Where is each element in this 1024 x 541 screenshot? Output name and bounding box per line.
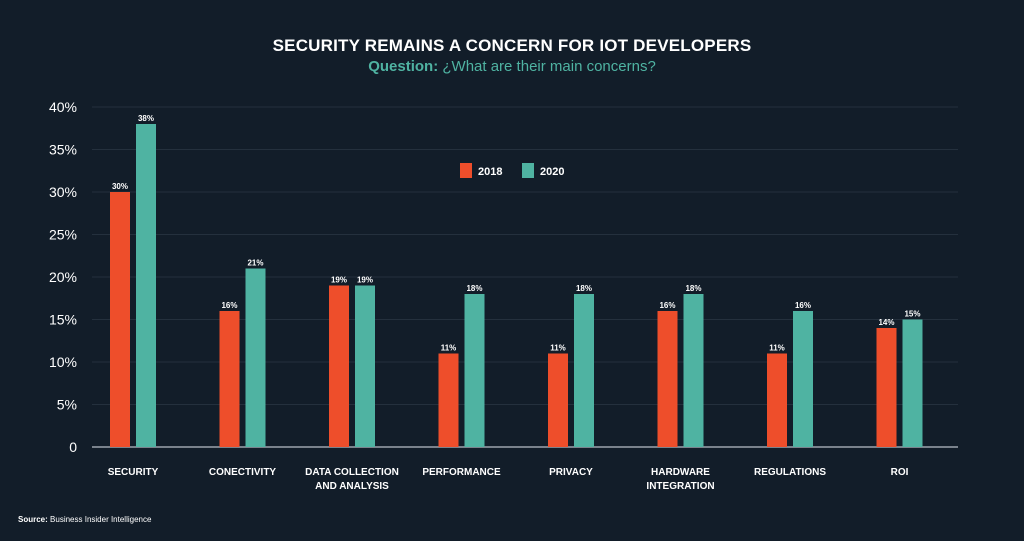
x-tick-label: DATA COLLECTION [305,467,399,478]
data-label: 18% [576,284,592,293]
legend-swatch-2018 [460,163,472,178]
bar-2018-3 [438,353,459,447]
bar-2020-1 [245,268,266,447]
data-label: 18% [685,284,701,293]
x-tick-label: PERFORMANCE [422,467,501,478]
bar-2018-6 [767,353,787,447]
subtitle-prefix: Question: [368,58,439,75]
y-tick-label: 30% [49,184,77,200]
bar-2020-0 [136,124,156,447]
x-tick-label: HARDWARE [651,467,710,478]
bar-2018-1 [219,311,240,447]
bar-2020-6 [793,311,813,447]
data-label: 14% [878,318,894,327]
x-tick-label: AND ANALYSIS [315,481,389,492]
bar-2018-5 [657,311,678,447]
bar-2018-4 [548,353,568,447]
data-label: 16% [795,301,811,310]
bar-2020-5 [683,294,704,447]
bar-2020-4 [574,294,594,447]
data-label: 11% [769,344,785,353]
source-note: Source: Business Insider Intelligence [18,515,151,524]
data-label: 21% [247,259,263,268]
chart-subtitle: Question: ¿What are their main concerns? [0,58,1024,75]
subtitle-text: ¿What are their main concerns? [442,58,656,75]
data-label: 16% [659,301,675,310]
y-tick-label: 25% [49,227,77,243]
data-label: 16% [221,301,237,310]
bar-2018-7 [876,328,897,447]
x-tick-label: REGULATIONS [754,467,826,478]
data-label: 15% [904,310,920,319]
bar-2020-7 [902,319,923,447]
data-label: 18% [466,284,482,293]
y-tick-label: 15% [49,312,77,328]
data-label: 30% [112,182,128,191]
y-tick-label: 35% [49,142,77,158]
bar-2018-2 [329,285,349,447]
y-tick-label: 20% [49,269,77,285]
x-tick-label: INTEGRATION [646,481,714,492]
legend-swatch-2020 [522,163,534,178]
y-tick-label: 0 [69,439,77,455]
chart-title: SECURITY REMAINS A CONCERN FOR IOT DEVEL… [272,36,752,55]
legend-label-2020: 2020 [540,166,564,178]
source-text: Business Insider Intelligence [50,515,152,524]
bar-2020-3 [464,294,485,447]
x-tick-label: CONECTIVITY [209,467,277,478]
y-tick-label: 5% [57,397,77,413]
data-label: 11% [441,344,457,353]
bar-2020-2 [355,285,375,447]
legend-label-2018: 2018 [478,166,502,178]
data-label: 11% [550,344,566,353]
data-label: 19% [357,276,373,285]
x-tick-label: PRIVACY [549,467,593,478]
source-label: Source: [18,515,48,524]
bar-2018-0 [110,192,130,447]
x-tick-label: SECURITY [108,467,159,478]
x-tick-label: ROI [891,467,909,478]
y-tick-label: 10% [49,354,77,370]
data-label: 19% [331,276,347,285]
y-tick-label: 40% [49,99,77,115]
data-label: 38% [138,114,154,123]
